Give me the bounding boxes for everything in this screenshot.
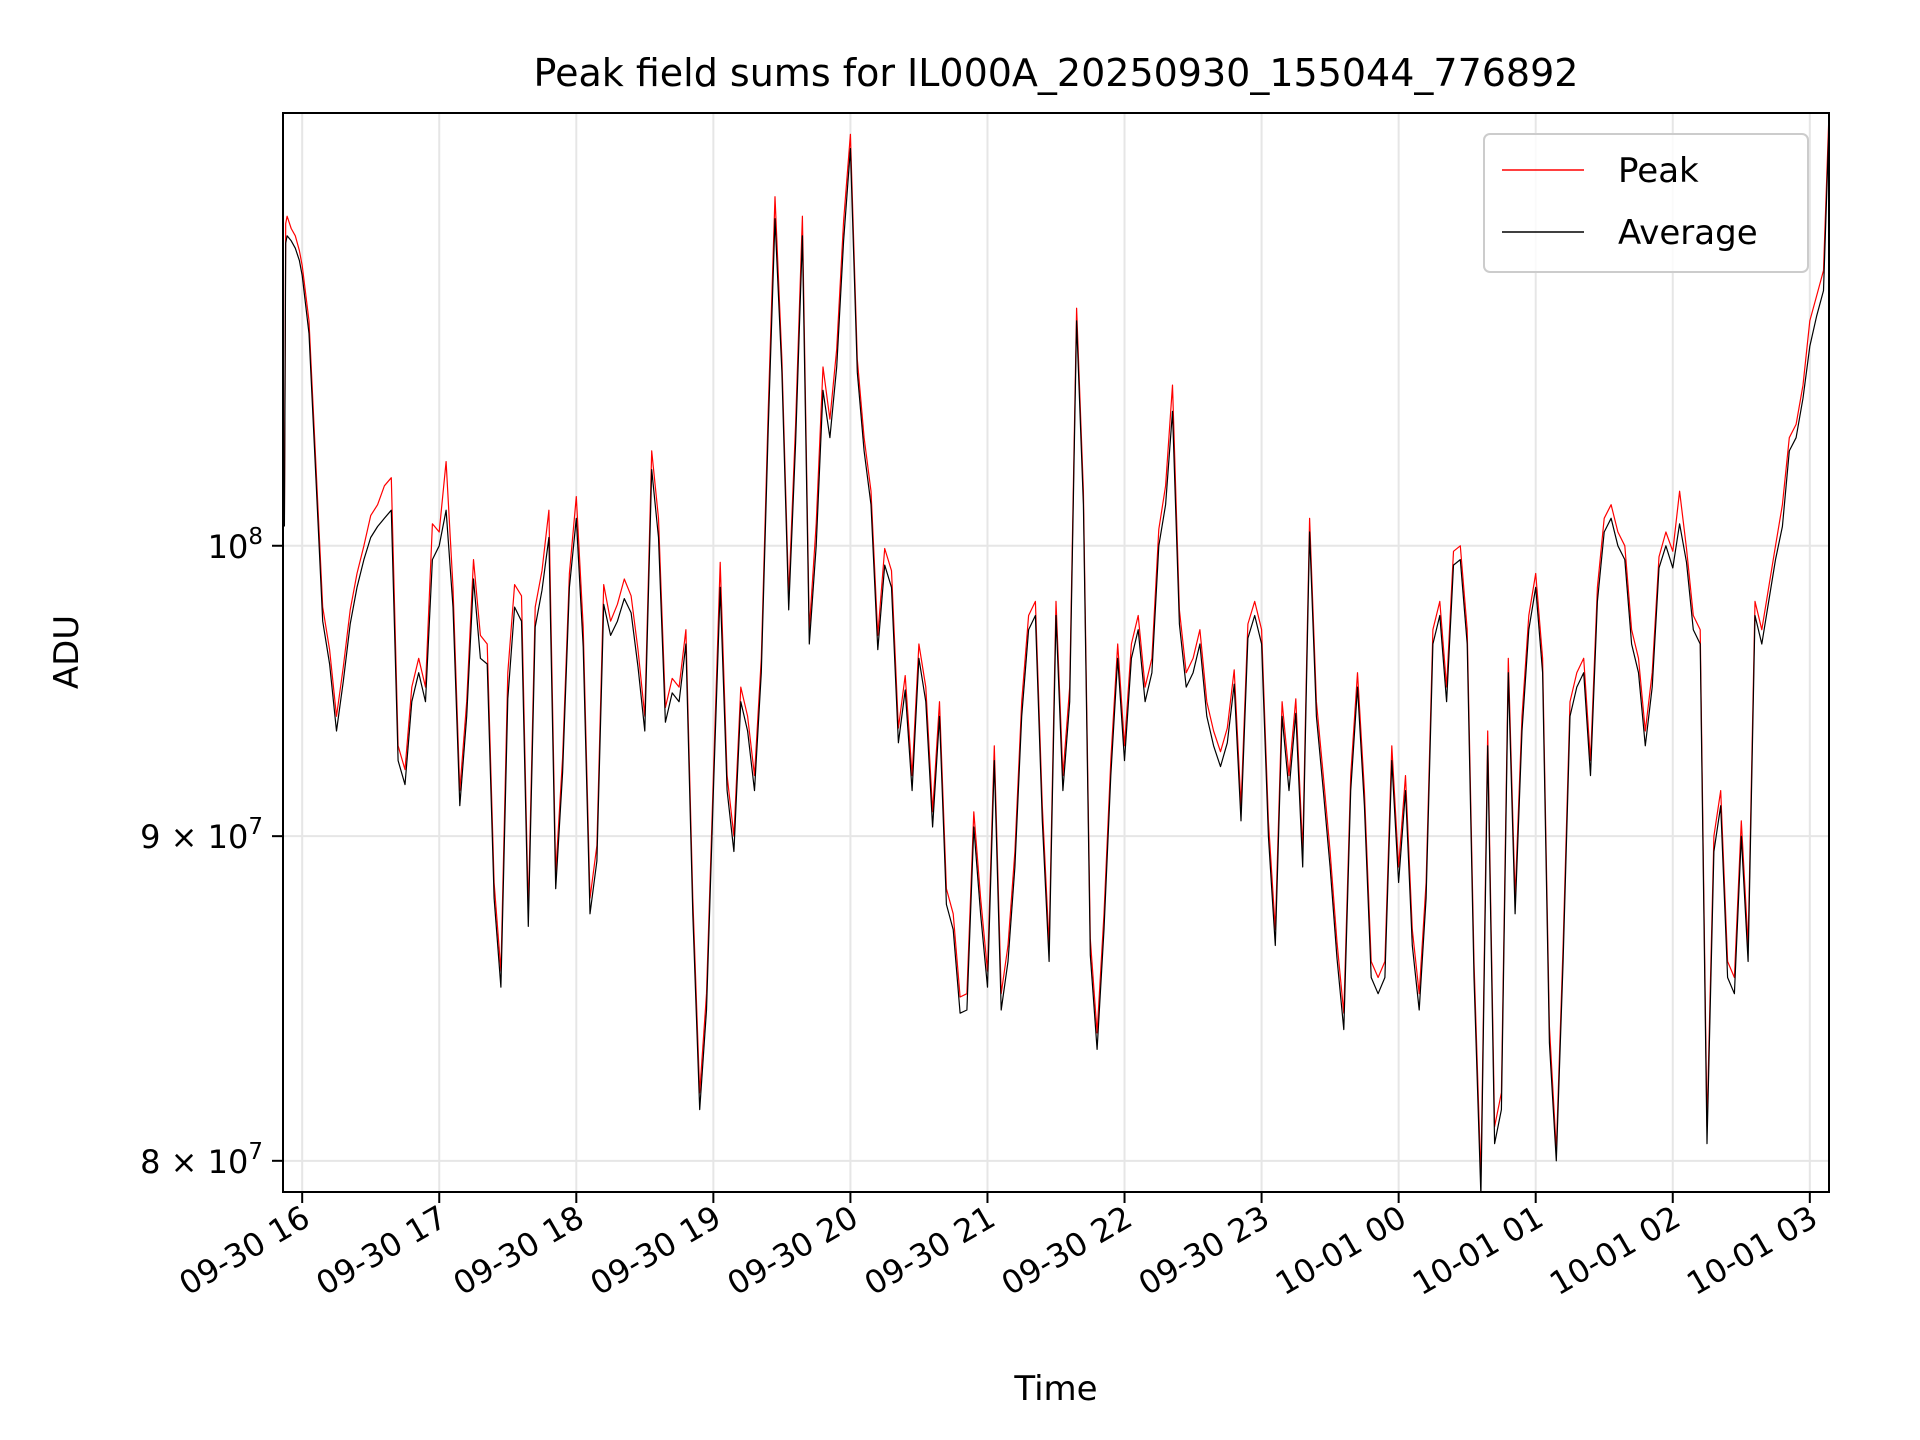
legend-box [1483,133,1809,273]
x-axis-label: Time [1013,1369,1097,1409]
plot-frame [282,112,1830,1193]
legend-label-peak: Peak [1618,151,1699,191]
chart-title: Peak field sums for IL000A_20250930_1550… [534,51,1579,95]
y-tick-label: 108 [208,524,263,566]
legend: Peak Average [1483,133,1809,273]
y-tick-exponent: 7 [248,1139,263,1165]
y-tick-base: 10 [208,528,249,566]
y-tick-exponent: 8 [248,524,263,550]
y-tick-mantissa: 8 [140,1143,160,1181]
y-tick-base: × 10 [160,1143,248,1181]
y-tick-base: × 10 [160,818,248,856]
y-tick-label: 9 × 107 [140,814,263,856]
grid [283,113,1829,1192]
series-line-average [283,124,1829,1192]
y-tick-label: 8 × 107 [140,1139,263,1181]
y-axis-label: ADU [47,615,87,689]
legend-label-average: Average [1618,213,1758,253]
y-tick-exponent: 7 [248,814,263,840]
y-tick-mantissa: 9 [140,818,160,856]
plot-lines [283,113,1829,1192]
